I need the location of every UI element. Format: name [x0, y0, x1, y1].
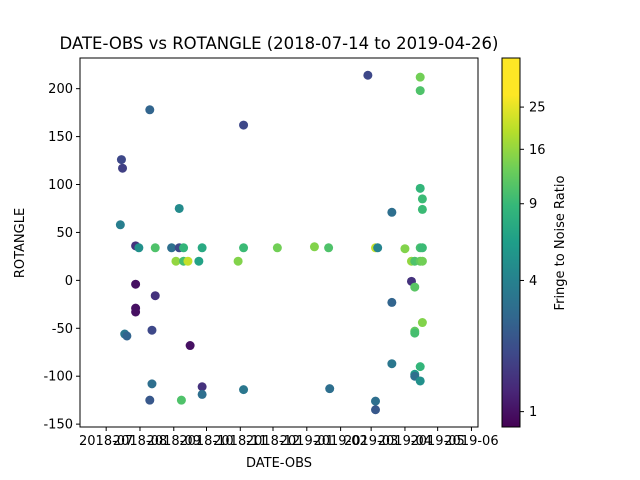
scatter-point	[150, 291, 160, 301]
colorbar-ticks: 1 4 9 16 25	[520, 101, 546, 420]
y-tick-label: 100	[48, 178, 73, 193]
scatter-point	[116, 155, 126, 165]
x-tick-label: 2018-08	[113, 434, 167, 449]
scatter-point	[417, 243, 427, 253]
scatter-point	[400, 244, 410, 254]
colorbar-tick-label: 16	[529, 143, 546, 158]
scatter-point	[272, 243, 282, 253]
scatter-point	[363, 70, 373, 80]
scatter-point	[134, 243, 144, 253]
scatter-point	[417, 256, 427, 266]
scatter-point	[233, 256, 243, 266]
scatter-point	[176, 395, 186, 405]
x-tick-label: 2018-07	[79, 434, 133, 449]
scatter-point	[239, 385, 249, 395]
colorbar-tick-label: 1	[529, 405, 537, 420]
scatter-point	[417, 204, 427, 214]
scatter-point	[387, 297, 397, 307]
colorbar-label: Fringe to Noise Ratio	[553, 176, 568, 311]
chart-title: DATE-OBS vs ROTANGLE (2018-07-14 to 2019…	[60, 34, 499, 53]
scatter-point	[147, 379, 157, 389]
y-tick-label: -50	[52, 322, 73, 337]
x-tick-label: 2019-02	[313, 434, 367, 449]
scatter-point	[325, 384, 335, 394]
scatter-point	[145, 395, 155, 405]
colorbar-tick-label: 4	[529, 274, 537, 289]
scatter-point	[194, 256, 204, 266]
scatter-point	[179, 243, 189, 253]
plot-area: 2018-072018-082018-092018-102018-112018-…	[43, 57, 499, 449]
scatter-point	[131, 307, 141, 317]
y-tick-label: -100	[43, 370, 73, 385]
scatter-point	[373, 243, 383, 253]
y-tick-label: 50	[56, 226, 73, 241]
scatter-point	[410, 328, 420, 338]
scatter-point	[197, 243, 207, 253]
y-tick-label: 150	[48, 130, 73, 145]
scatter-point	[197, 382, 207, 392]
scatter-point	[324, 243, 334, 253]
scatter-point	[115, 220, 125, 230]
scatter-point	[371, 405, 380, 415]
scatter-point	[197, 389, 207, 399]
y-tick-label: -150	[43, 418, 73, 433]
scatter-point	[239, 243, 249, 253]
x-tick-label: 2019-03	[344, 434, 398, 449]
scatter-point	[174, 203, 184, 213]
scatter-point	[387, 359, 397, 369]
scatter-point	[131, 279, 141, 289]
x-tick-label: 2018-10	[179, 434, 233, 449]
x-tick-label: 2019-05	[410, 434, 464, 449]
scatter-point	[415, 86, 425, 96]
x-tick-label: 2019-06	[444, 434, 498, 449]
scatter-points	[115, 70, 427, 415]
x-tick-label: 2019-04	[378, 434, 432, 449]
scatter-point	[387, 207, 397, 217]
scatter-point	[239, 120, 249, 130]
scatter-point	[415, 183, 425, 193]
y-tick-label: 0	[65, 274, 73, 289]
y-axis-label: ROTANGLE	[13, 208, 28, 278]
x-tick-label: 2018-12	[246, 434, 300, 449]
scatter-point	[417, 318, 427, 328]
x-tick-label: 2019-01	[280, 434, 334, 449]
x-axis-label: DATE-OBS	[246, 456, 312, 471]
y-tick-label: 200	[48, 82, 73, 97]
scatter-point	[417, 194, 427, 204]
colorbar-tick-label: 25	[529, 101, 546, 116]
scatter-point	[183, 256, 193, 266]
colorbar-tick-label: 9	[529, 197, 537, 212]
scatter-point	[145, 105, 155, 115]
scatter-point	[171, 256, 181, 266]
scatter-point	[185, 341, 195, 351]
colorbar: 1 4 9 16 25 Fringe to Noise Ratio	[501, 57, 568, 428]
scatter-point	[415, 376, 425, 386]
colorbar-gradient	[501, 57, 521, 428]
scatter-point	[415, 72, 425, 82]
scatter-point	[122, 331, 132, 341]
scatter-point	[118, 163, 128, 173]
scatter-point	[309, 242, 319, 252]
y-axis-ticks: -150 -100 -50 0 50 100 150 200	[43, 82, 80, 433]
x-tick-label: 2018-11	[213, 434, 267, 449]
plot-frame	[79, 57, 479, 428]
scatter-point	[371, 396, 380, 406]
scatter-point	[410, 282, 420, 292]
scatter-point	[167, 243, 177, 253]
x-axis-ticks: 2018-072018-082018-092018-102018-112018-…	[79, 427, 499, 449]
scatter-point	[150, 243, 160, 253]
scatter-point	[147, 325, 157, 335]
x-tick-label: 2018-09	[147, 434, 201, 449]
scatter-point	[415, 362, 425, 372]
